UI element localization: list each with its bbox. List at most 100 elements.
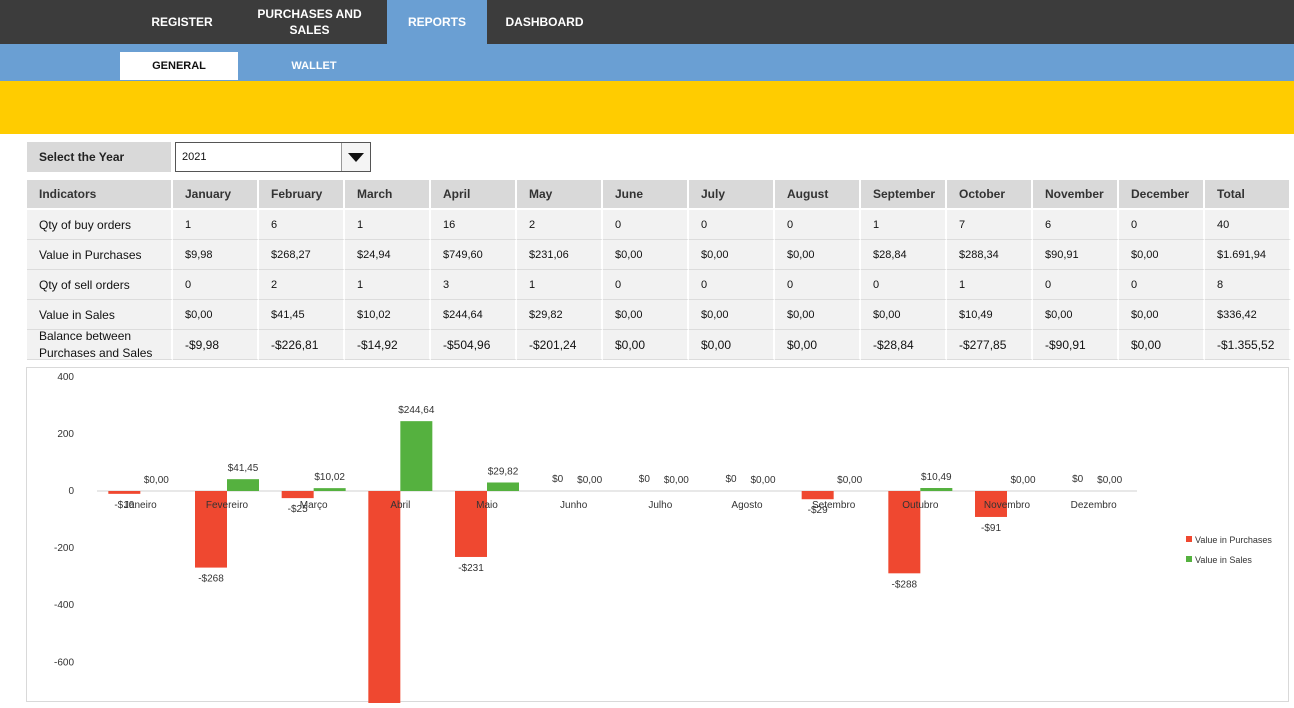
x-category-label: Abril [390,500,410,511]
table-cell: $231,06 [517,240,603,270]
table-cell: $0,00 [775,300,861,330]
x-category-label: Fevereiro [206,500,249,511]
purchases-bar [195,491,227,568]
table-cell: -$1.355,52 [1205,330,1291,360]
sales-bar [920,488,953,491]
table-cell: 2 [259,270,345,300]
row-label: Balance between Purchases and Sales [27,330,173,360]
column-header: November [1033,180,1119,208]
table-cell: $29,82 [517,300,603,330]
purchases-bar [975,491,1007,517]
purchases-data-label: -$268 [198,574,224,585]
y-tick-label: 400 [57,372,74,383]
sales-bar [400,421,433,491]
table-cell: $0,00 [775,330,861,360]
x-category-label: Junho [560,500,588,511]
table-cell: $268,27 [259,240,345,270]
year-label: Select the Year [27,142,171,172]
purchases-data-label: $0 [725,474,737,485]
legend-purchases-label: Value in Purchases [1195,535,1272,545]
purchases-data-label: $0 [1072,474,1084,485]
table-cell: 0 [1119,210,1205,240]
x-category-label: Agosto [731,500,763,511]
table-cell: $0,00 [603,330,689,360]
table-cell: $0,00 [861,300,947,330]
row-label: Value in Sales [27,300,173,330]
table-row: Balance between Purchases and Sales -$9,9… [27,330,1291,360]
table-cell: $0,00 [689,330,775,360]
subtab-general[interactable]: GENERAL [120,52,238,80]
sales-data-label: $0,00 [1010,475,1035,486]
row-label: Value in Purchases [27,240,173,270]
purchases-data-label: -$91 [981,523,1001,534]
sales-data-label: $29,82 [488,466,519,477]
legend-purchases-swatch [1186,536,1192,542]
table-cell: $244,64 [431,300,517,330]
tab-purchases-and-sales[interactable]: PURCHASES AND SALES [257,7,362,37]
table-cell: 1 [345,210,431,240]
y-tick-label: -600 [54,657,74,668]
year-dropdown[interactable]: 2021 [175,142,371,172]
table-cell: 6 [259,210,345,240]
sub-navigation: GENERAL WALLET [0,44,1294,81]
table-cell: $0,00 [1119,330,1205,360]
table-cell: $288,34 [947,240,1033,270]
table-cell: $0,00 [603,240,689,270]
table-cell: $0,00 [689,300,775,330]
table-cell: -$28,84 [861,330,947,360]
table-cell: 1 [947,270,1033,300]
column-header: June [603,180,689,208]
sales-data-label: $0,00 [144,475,169,486]
table-cell: 0 [775,270,861,300]
table-cell: 0 [1033,270,1119,300]
table-cell: $749,60 [431,240,517,270]
y-tick-label: -400 [54,600,74,611]
table-cell: $10,02 [345,300,431,330]
purchases-data-label: $0 [552,474,564,485]
table-cell: $0,00 [1119,240,1205,270]
column-header: October [947,180,1033,208]
table-cell: 1 [861,210,947,240]
table-cell: -$201,24 [517,330,603,360]
sales-data-label: $0,00 [750,475,775,486]
x-category-label: Outubro [902,500,939,511]
sales-bar [313,488,346,491]
y-tick-label: 0 [68,486,74,497]
column-header: August [775,180,861,208]
table-cell: 0 [775,210,861,240]
purchases-bar [888,491,921,574]
purchases-bar [108,491,141,494]
y-tick-label: -200 [54,543,74,554]
table-cell: $0,00 [1033,300,1119,330]
table-cell: -$504,96 [431,330,517,360]
table-cell: $90,91 [1033,240,1119,270]
table-cell: 16 [431,210,517,240]
sales-data-label: $41,45 [228,463,259,474]
balance-chart: 400 200 0 -200 -400 -600 Janeiro-$10 $0,00 Fever… [54,372,1272,706]
table-cell: $0,00 [1119,300,1205,330]
sales-data-label: $0,00 [664,475,689,486]
tab-reports[interactable]: REPORTS [387,0,487,44]
column-header: February [259,180,345,208]
table-cell: 6 [1033,210,1119,240]
column-header: December [1119,180,1205,208]
x-category-label: Janeiro [124,500,157,511]
tab-dashboard[interactable]: DASHBOARD [505,15,584,29]
tab-register[interactable]: REGISTER [151,15,213,29]
sales-bar [227,479,259,491]
sales-data-label: $10,02 [314,472,345,483]
sales-data-label: $244,64 [398,405,435,416]
table-row: Qty of buy orders 1 6 1 16 2 0 0 0 1 7 6 0 40 [27,210,1291,240]
table-cell: 0 [173,270,259,300]
sales-data-label: $0,00 [1097,475,1122,486]
sales-data-label: $0,00 [837,475,862,486]
table-cell: 0 [603,270,689,300]
dropdown-arrow-icon[interactable] [341,143,370,171]
table-cell: 40 [1205,210,1291,240]
table-cell: -$9,98 [173,330,259,360]
purchases-bar [801,491,834,500]
table-cell: 0 [861,270,947,300]
column-header: May [517,180,603,208]
subtab-wallet[interactable]: WALLET [291,60,337,72]
sales-bar [487,482,519,491]
